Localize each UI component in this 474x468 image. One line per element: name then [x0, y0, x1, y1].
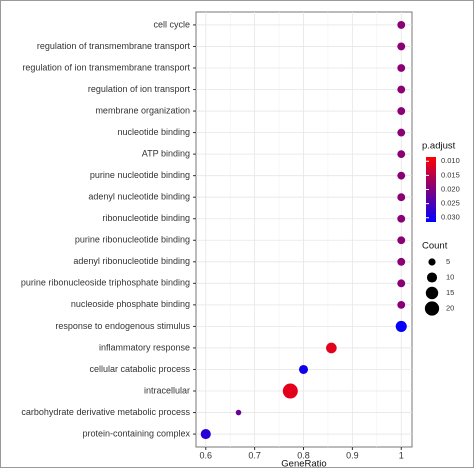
y-tick-label: inflammatory response	[99, 342, 190, 352]
y-tick-label: regulation of ion transmembrane transpor…	[22, 62, 190, 72]
dot	[397, 107, 406, 115]
size-key	[424, 301, 440, 316]
x-tick-label: 0.8	[297, 450, 310, 460]
y-tick-label: protein-containing complex	[82, 428, 190, 438]
dot	[397, 85, 406, 94]
size-tick-label: 20	[446, 303, 454, 312]
panel	[195, 11, 413, 448]
y-tick-label: regulation of transmembrane transport	[37, 41, 191, 51]
dot	[326, 342, 337, 354]
color-tick-label: 0.010	[441, 156, 460, 165]
y-tick-label: intracellular	[144, 385, 190, 395]
x-tick-label: 0.7	[248, 450, 261, 460]
dot	[298, 364, 309, 375]
color-tick-label: 0.025	[441, 199, 460, 208]
color-bar	[426, 157, 436, 222]
dot	[397, 300, 406, 309]
x-tick-label: 0.6	[200, 450, 213, 460]
y-tick-label: adenyl ribonucleotide binding	[73, 256, 190, 266]
dot	[235, 409, 242, 416]
y-tick-label: ATP binding	[142, 149, 190, 159]
y-tick-label: purine ribonucleoside triphosphate bindi…	[21, 278, 190, 288]
y-tick-label: nucleoside phosphate binding	[71, 299, 190, 309]
x-axis-label: GeneRatio	[281, 459, 326, 468]
y-tick-label: response to endogenous stimulus	[55, 321, 190, 331]
size-key	[428, 258, 436, 266]
dot	[397, 42, 406, 51]
dot	[200, 429, 211, 440]
size-legend-title: Count	[422, 241, 448, 252]
y-tick-label: adenyl nucleotide binding	[88, 192, 190, 202]
dot	[397, 150, 406, 159]
x-tick-label: 1	[399, 450, 404, 460]
dot	[397, 257, 406, 266]
y-tick-label: purine nucleotide binding	[90, 170, 190, 180]
y-tick-label: nucleotide binding	[117, 127, 190, 137]
dot	[395, 320, 407, 332]
y-tick-label: carbohydrate derivative metabolic proces…	[21, 407, 190, 417]
dot	[397, 64, 406, 72]
size-tick-label: 5	[446, 257, 450, 266]
color-legend-title: p.adjust	[422, 141, 456, 152]
size-tick-label: 15	[446, 288, 454, 297]
y-tick-label: cell cycle	[153, 19, 190, 29]
size-key	[426, 272, 438, 283]
dot	[397, 21, 406, 29]
x-tick-label: 0.9	[346, 450, 359, 460]
color-tick-label: 0.030	[441, 213, 460, 222]
dot	[397, 236, 406, 245]
color-tick-label: 0.020	[441, 184, 460, 193]
dot	[397, 128, 406, 137]
y-tick-label: membrane organization	[95, 105, 190, 115]
dot	[282, 383, 298, 399]
y-tick-label: purine ribonucleotide binding	[75, 235, 190, 245]
y-tick-label: ribonucleotide binding	[102, 213, 190, 223]
dot	[397, 171, 406, 180]
dot	[397, 214, 406, 223]
dot	[397, 193, 406, 202]
y-tick-label: cellular catabolic process	[89, 364, 190, 374]
color-tick-label: 0.015	[441, 170, 460, 179]
dot	[397, 279, 406, 288]
size-tick-label: 10	[446, 272, 454, 281]
size-key	[425, 286, 439, 300]
y-tick-label: regulation of ion transport	[88, 84, 191, 94]
